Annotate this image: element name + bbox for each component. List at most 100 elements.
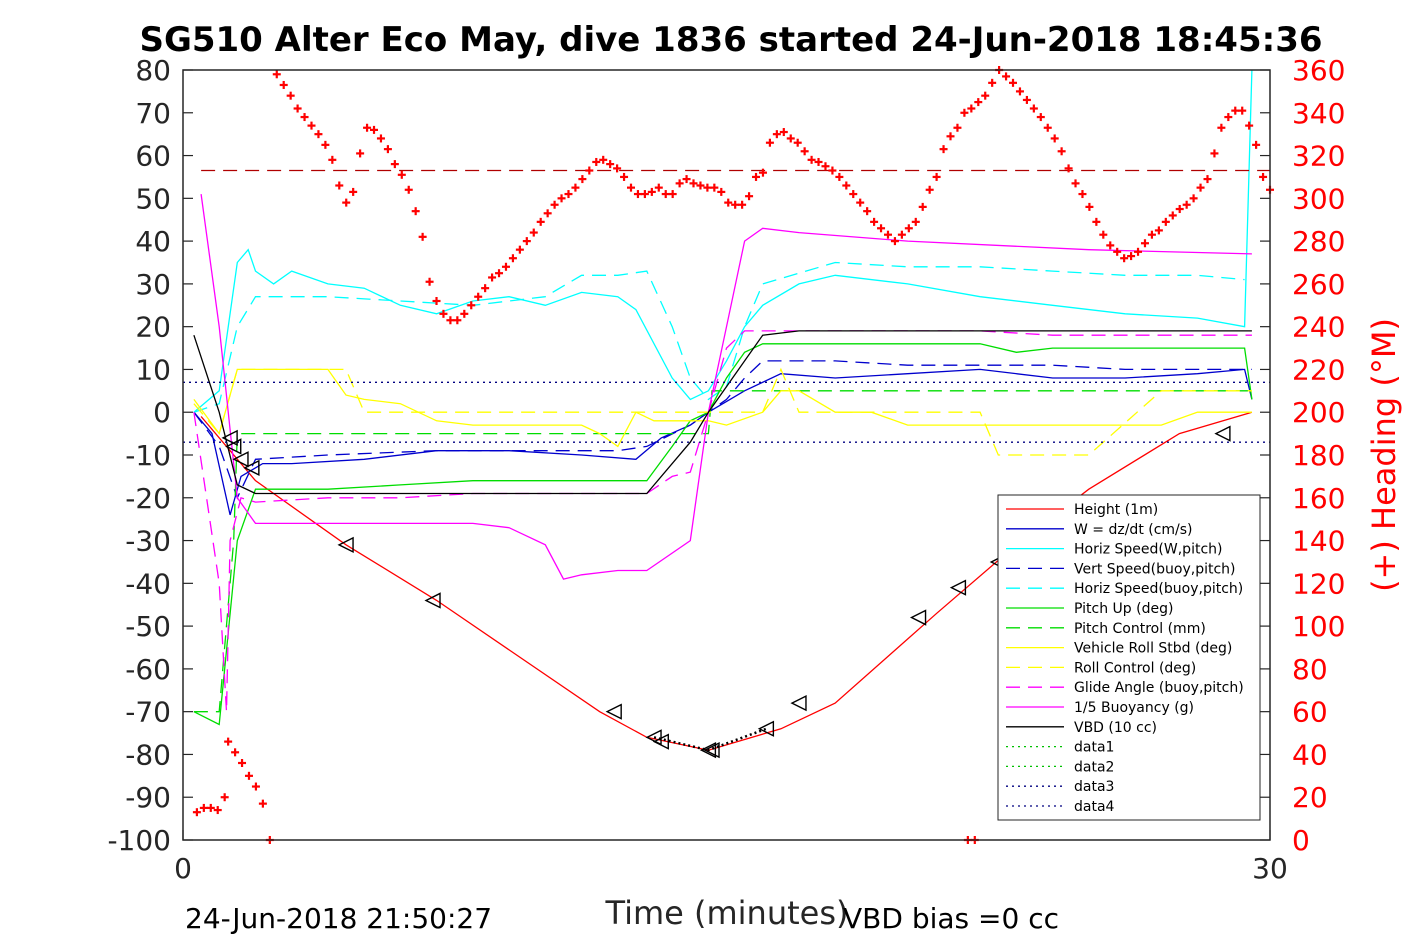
heading-point	[932, 172, 941, 181]
heading-point	[752, 172, 761, 181]
heading-point	[543, 209, 552, 218]
series-line-4	[193, 261, 1245, 413]
x-tick-label: 30	[1252, 852, 1288, 885]
left-axis: 80 70 60 50 40 30 20 10 0 -10 -20 -30 -40 -50 -60 -70 -8…	[107, 54, 193, 857]
heading-point	[703, 183, 712, 192]
legend-label: Horiz Speed(buoy,pitch)	[1074, 581, 1243, 597]
legend-label: Pitch Up (deg)	[1074, 601, 1173, 617]
heading-point	[772, 130, 781, 139]
triangle-marker	[652, 733, 669, 750]
heading-point	[578, 175, 587, 184]
heading-point	[779, 128, 788, 137]
heading-point	[460, 309, 469, 318]
heading-point	[946, 132, 955, 141]
heading-point	[328, 155, 337, 164]
series-line-10	[200, 194, 1252, 580]
heading-point	[1238, 106, 1247, 115]
heading-point	[1161, 217, 1170, 226]
heading-point	[724, 198, 733, 207]
heading-point	[1147, 230, 1156, 239]
heading-point	[224, 737, 233, 746]
depth-dots	[653, 727, 767, 752]
legend: Height (1m) W = dz/dt (cm/s) Horiz Speed(W…	[997, 494, 1261, 821]
heading-point	[300, 113, 309, 122]
heading-point	[974, 98, 983, 107]
right-tick-label: 360	[1292, 54, 1345, 87]
heading-point	[1099, 230, 1108, 239]
triangle-marker	[221, 429, 238, 447]
legend-label: W = dz/dt (cm/s)	[1074, 522, 1193, 538]
footer-timestamp: 24-Jun-2018 21:50:27	[185, 902, 492, 935]
heading-point	[293, 104, 302, 113]
heading-point	[432, 297, 441, 305]
heading-point	[564, 190, 573, 199]
heading-point	[481, 284, 490, 293]
y-tick-label: 80	[135, 54, 171, 87]
triangle-marker	[424, 592, 441, 609]
triangle-marker	[605, 703, 622, 720]
heading-point	[1196, 183, 1205, 192]
heading-point	[661, 190, 670, 199]
triangle-marker	[1214, 425, 1231, 442]
triangle-marker	[225, 438, 242, 455]
heading-point	[376, 134, 385, 143]
heading-point	[814, 157, 823, 166]
heading-point	[231, 748, 240, 757]
right-tick-label: 0	[1292, 824, 1310, 857]
heading-point	[1085, 202, 1094, 211]
legend-label: Height (1m)	[1074, 502, 1158, 518]
y-tick-label: 50	[135, 182, 171, 215]
legend-label: Vehicle Roll Stbd (deg)	[1074, 641, 1232, 657]
heading-point	[363, 123, 372, 132]
heading-point	[911, 217, 920, 226]
heading-point	[1245, 121, 1254, 130]
y-tick-label: -20	[125, 482, 171, 515]
heading-point	[1210, 149, 1219, 158]
heading-point	[640, 190, 649, 199]
heading-point	[793, 138, 802, 147]
series-line-6	[193, 390, 1252, 713]
heading-point	[390, 160, 399, 169]
heading-point	[244, 771, 253, 780]
heading-point	[960, 108, 969, 117]
heading-point	[967, 104, 976, 113]
heading-point	[828, 166, 837, 175]
heading-point	[446, 316, 455, 325]
legend-label: VBD (10 cc)	[1074, 720, 1157, 736]
heading-point	[870, 217, 879, 226]
heading-point	[213, 806, 222, 815]
heading-point	[1078, 190, 1087, 199]
heading-point	[786, 134, 795, 143]
heading-point	[439, 309, 448, 318]
heading-point	[626, 183, 635, 192]
legend-label: Vert Speed(buoy,pitch)	[1074, 561, 1236, 577]
heading-point	[425, 277, 434, 286]
triangle-marker	[243, 459, 260, 476]
heading-point	[220, 793, 229, 802]
heading-point	[585, 166, 594, 175]
heading-point	[765, 138, 774, 147]
heading-point	[1224, 113, 1233, 122]
heading-point	[404, 185, 413, 194]
right-tick-label: 320	[1292, 140, 1345, 173]
heading-point	[279, 80, 288, 89]
legend-label: Roll Control (deg)	[1074, 660, 1196, 676]
heading-point	[192, 808, 201, 817]
y-tick-label: 10	[135, 353, 171, 386]
y-tick-label: 70	[135, 97, 171, 130]
right-axis: 3603403203002802602402202001801601401201…	[1260, 54, 1345, 857]
right-tick-label: 60	[1292, 696, 1328, 729]
heading-point	[800, 147, 809, 156]
heading-point	[418, 232, 427, 241]
heading-point	[314, 130, 323, 139]
series-line-9	[193, 330, 1252, 712]
heading-point	[571, 183, 580, 192]
y-tick-label: -40	[125, 567, 171, 600]
heading-point	[508, 254, 517, 263]
legend-label: Horiz Speed(W,pitch)	[1074, 542, 1222, 558]
heading-point	[238, 759, 247, 767]
right-tick-label: 300	[1292, 182, 1345, 215]
heading-point	[758, 168, 767, 177]
heading-point	[1092, 217, 1101, 226]
